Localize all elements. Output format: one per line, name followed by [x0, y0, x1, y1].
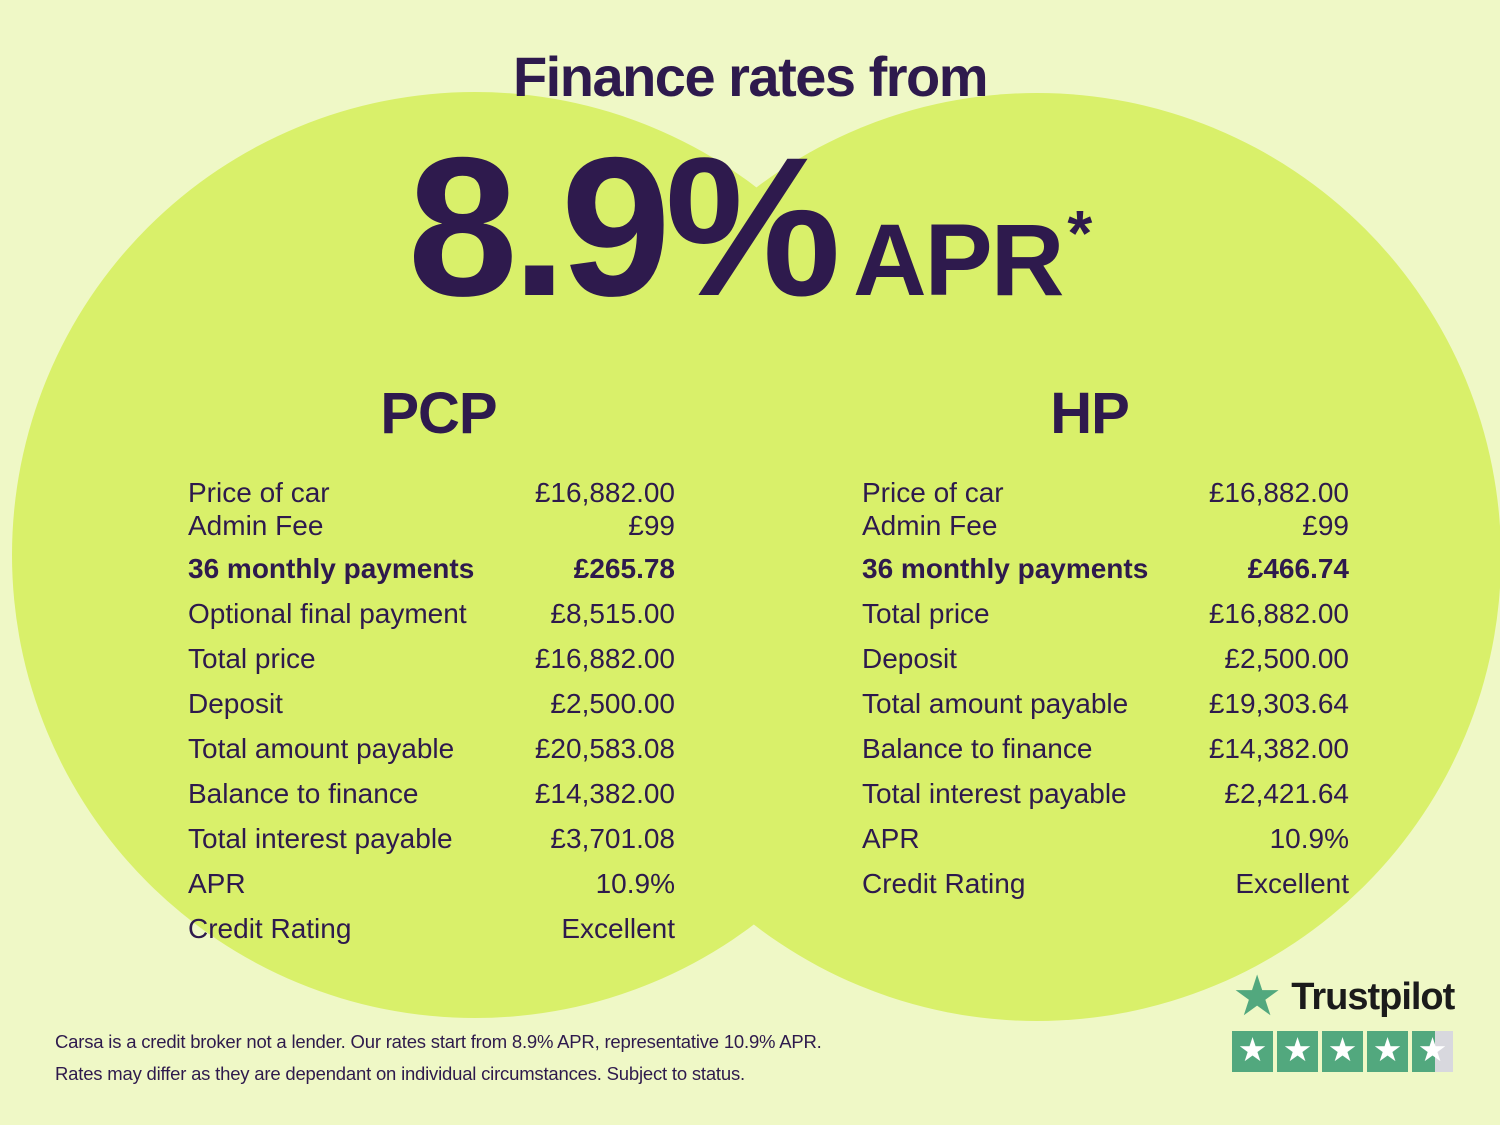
finance-row-value: £2,500.00 [1224, 642, 1349, 674]
rate-value: 8.9% [407, 116, 841, 337]
star-icon: ★ [1327, 1030, 1358, 1070]
hp-section: HP Price of car £16,882.00 Admin Fee £99 36 … [862, 385, 1349, 899]
background-circle-right [573, 93, 1500, 1021]
finance-row-label: Balance to finance [862, 732, 1093, 764]
trustpilot-star-box: ★ [1322, 1030, 1363, 1073]
finance-row-value: £99 [628, 509, 675, 541]
finance-row-value: £2,421.64 [1224, 777, 1349, 809]
finance-row: 36 monthly payments £265.78 [188, 546, 675, 591]
star-icon: ★ [1372, 1030, 1403, 1070]
finance-row-label: Total amount payable [862, 687, 1129, 719]
pcp-section: PCP Price of car £16,882.00 Admin Fee £99 36… [188, 385, 675, 944]
finance-row-label: Deposit [862, 642, 957, 674]
finance-row-value: £16,882.00 [534, 642, 675, 674]
finance-row-value: Excellent [561, 912, 675, 944]
hp-table: Price of car £16,882.00 Admin Fee £99 36 mon… [862, 476, 1349, 906]
finance-row-label: APR [188, 867, 246, 899]
finance-row: Admin Fee £99 [188, 509, 675, 542]
finance-row-label: Credit Rating [188, 912, 352, 944]
finance-row: 36 monthly payments £466.74 [862, 546, 1349, 591]
finance-row-label: Price of car [862, 476, 1004, 508]
finance-row-value: £20,583.08 [534, 732, 675, 764]
finance-row-label: Total price [188, 642, 316, 674]
finance-row: Total amount payable £19,303.64 [862, 681, 1349, 726]
finance-row: Credit Rating Excellent [862, 861, 1349, 906]
disclaimer-line-1: Carsa is a credit broker not a lender. O… [55, 1031, 822, 1052]
finance-row-label: Credit Rating [862, 867, 1026, 899]
finance-row-value: £8,515.00 [550, 597, 675, 629]
finance-row: Balance to finance £14,382.00 [188, 771, 675, 816]
finance-row-label: 36 monthly payments [188, 552, 475, 584]
trustpilot-star-box: ★ [1412, 1030, 1453, 1073]
finance-row-value: £16,882.00 [534, 476, 675, 508]
star-icon: ★ [1417, 1030, 1448, 1070]
trustpilot-star-icon: ★ [1232, 964, 1283, 1029]
trustpilot-star-box: ★ [1277, 1030, 1318, 1073]
finance-row-value: £99 [1302, 509, 1349, 541]
finance-row-label: Deposit [188, 687, 283, 719]
finance-row: APR 10.9% [862, 816, 1349, 861]
trustpilot-logo: ★ Trustpilot [1232, 964, 1455, 1029]
disclaimer-line-2: Rates may differ as they are dependant o… [55, 1062, 745, 1084]
star-icon: ★ [1237, 1030, 1268, 1070]
finance-row-value: £265.78 [573, 552, 675, 584]
finance-row: Deposit £2,500.00 [188, 681, 675, 726]
hp-heading: HP [1050, 381, 1130, 446]
finance-row: Total price £16,882.00 [862, 591, 1349, 636]
page-title: Finance rates from [512, 45, 989, 108]
finance-row-value: Excellent [1235, 867, 1349, 899]
trustpilot-star-box: ★ [1232, 1030, 1273, 1073]
trustpilot-wordmark: Trustpilot [1291, 975, 1455, 1018]
finance-row-label: Optional final payment [188, 597, 467, 629]
finance-row: Balance to finance £14,382.00 [862, 726, 1349, 771]
pcp-table: Price of car £16,882.00 Admin Fee £99 36 mon… [188, 476, 675, 951]
disclaimer: Carsa is a credit broker not a lender. O… [55, 1026, 822, 1090]
finance-row-label: Total interest payable [188, 822, 453, 854]
headline-rate: 8.9% APR * [0, 128, 1500, 326]
trustpilot-rating-stars: ★ ★ ★ ★ ★ [1232, 1030, 1454, 1073]
finance-row-value: £466.74 [1247, 552, 1349, 584]
finance-row-value: 10.9% [595, 867, 675, 899]
rate-suffix: APR [853, 203, 1064, 317]
finance-row-label: Admin Fee [188, 509, 324, 541]
finance-row-label: 36 monthly payments [862, 552, 1149, 584]
finance-row-label: Total interest payable [862, 777, 1127, 809]
finance-row: Total interest payable £3,701.08 [188, 816, 675, 861]
finance-row: Credit Rating Excellent [188, 906, 675, 951]
finance-row: Optional final payment £8,515.00 [188, 591, 675, 636]
finance-row-value: £19,303.64 [1208, 687, 1349, 719]
finance-row-label: Admin Fee [862, 509, 998, 541]
pcp-heading: PCP [380, 381, 497, 446]
finance-row-value: £16,882.00 [1208, 597, 1349, 629]
trustpilot-star-box: ★ [1367, 1030, 1408, 1073]
finance-row-value: £16,882.00 [1208, 476, 1349, 508]
finance-row: APR 10.9% [188, 861, 675, 906]
finance-row: Total price £16,882.00 [188, 636, 675, 681]
finance-row: Price of car £16,882.00 [188, 476, 675, 509]
finance-row-value: £2,500.00 [550, 687, 675, 719]
finance-row-value: £3,701.08 [550, 822, 675, 854]
finance-row-value: 10.9% [1269, 822, 1349, 854]
rate-asterisk: * [1067, 197, 1093, 269]
finance-row-label: APR [862, 822, 920, 854]
finance-row-label: Price of car [188, 476, 330, 508]
finance-row: Total interest payable £2,421.64 [862, 771, 1349, 816]
finance-row: Deposit £2,500.00 [862, 636, 1349, 681]
trustpilot-badge: ★ Trustpilot ★ ★ ★ ★ ★ [1232, 964, 1455, 1073]
finance-row-label: Total price [862, 597, 990, 629]
star-icon: ★ [1282, 1030, 1313, 1070]
finance-row-value: £14,382.00 [1208, 732, 1349, 764]
finance-row-label: Total amount payable [188, 732, 455, 764]
finance-row: Admin Fee £99 [862, 509, 1349, 542]
finance-row-label: Balance to finance [188, 777, 419, 809]
finance-row: Total amount payable £20,583.08 [188, 726, 675, 771]
finance-row-value: £14,382.00 [534, 777, 675, 809]
finance-row: Price of car £16,882.00 [862, 476, 1349, 509]
